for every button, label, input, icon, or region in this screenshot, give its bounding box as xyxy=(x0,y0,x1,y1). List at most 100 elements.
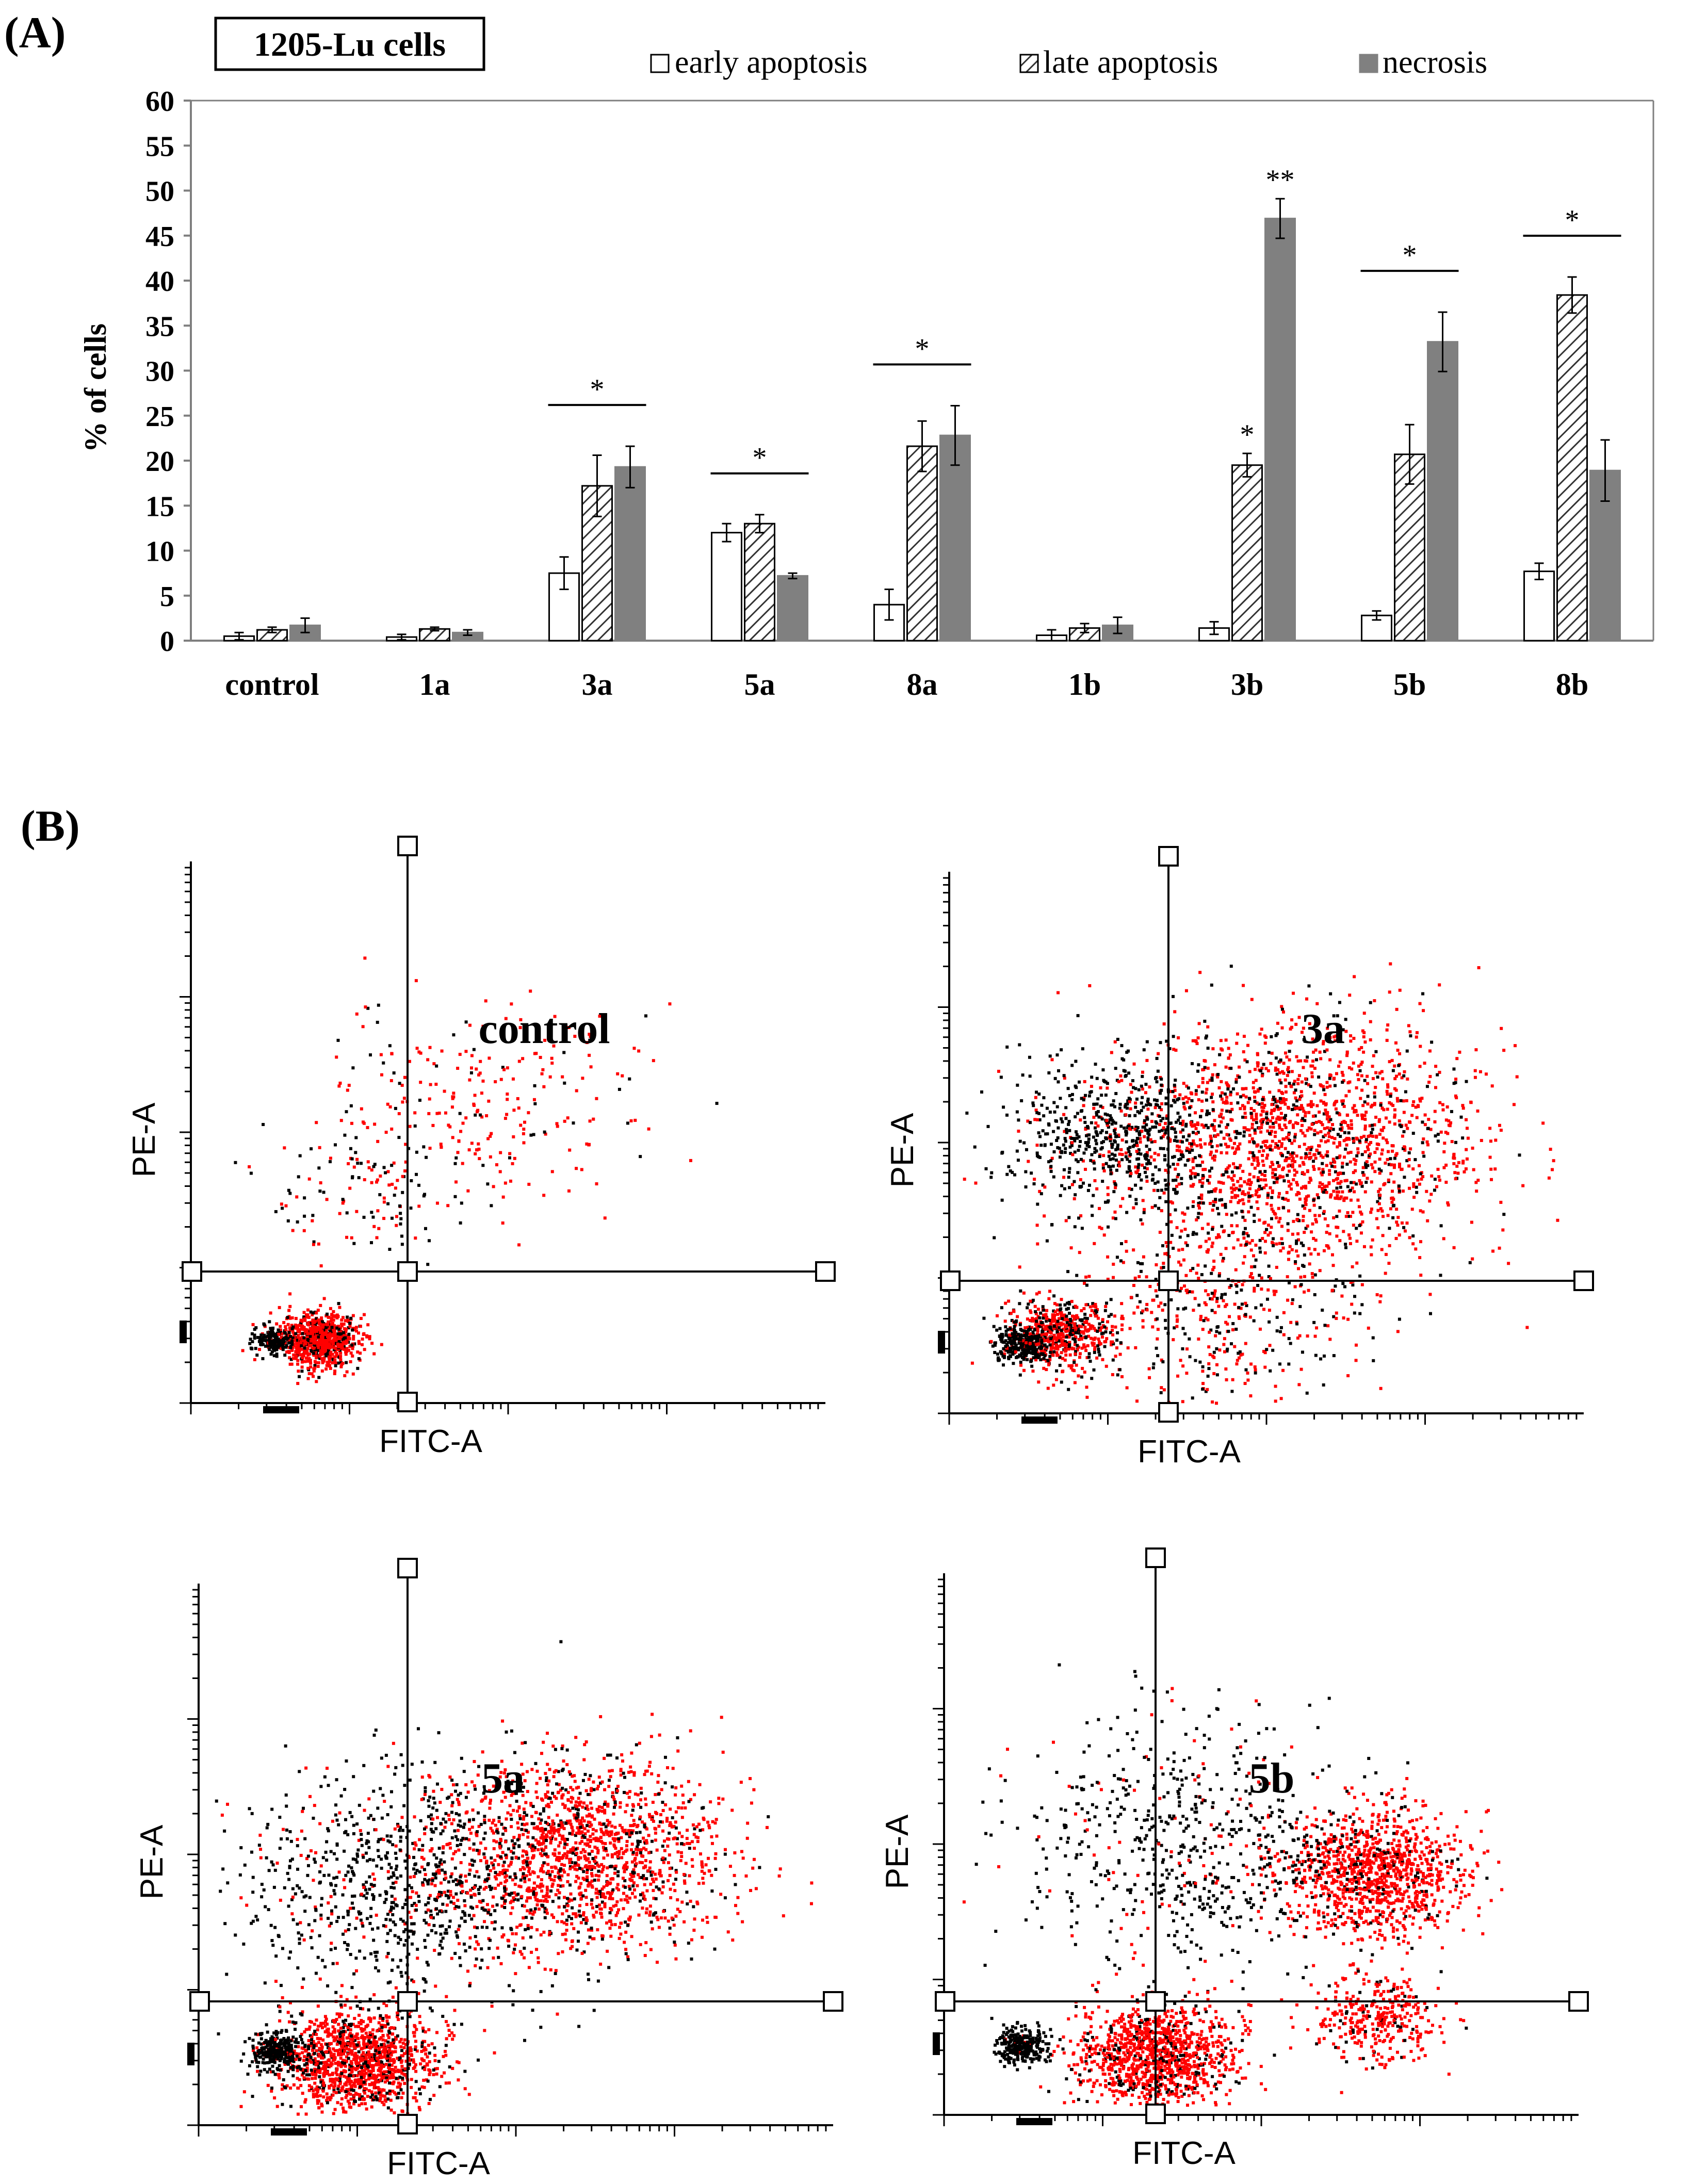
scatter-point xyxy=(299,1340,303,1344)
scatter-point xyxy=(1059,1303,1062,1307)
scatter-point xyxy=(326,1344,329,1347)
scatter-point xyxy=(1386,1141,1389,1145)
scatter-point xyxy=(1052,1326,1056,1330)
scatter-point xyxy=(572,1121,575,1125)
scatter-point xyxy=(1402,1074,1406,1078)
scatter-point xyxy=(1028,1055,1031,1059)
scatter-point xyxy=(1227,1145,1230,1148)
scatter-point xyxy=(1230,1213,1233,1217)
scatter-point xyxy=(309,1361,313,1365)
scatter-point xyxy=(1155,1080,1159,1084)
scatter-point xyxy=(1030,1364,1034,1368)
scatter-point xyxy=(1550,1168,1554,1171)
scatter-point xyxy=(1155,1056,1159,1060)
scatter-point xyxy=(1269,1125,1272,1129)
scatter-point xyxy=(1066,1346,1069,1350)
legend-label-early-apoptosis: early apoptosis xyxy=(675,45,868,80)
scatter-point xyxy=(342,1342,345,1345)
scatter-point xyxy=(290,1324,294,1327)
scatter-point xyxy=(1232,1142,1236,1145)
scatter-point xyxy=(1223,1092,1227,1096)
scatter-point xyxy=(1113,1040,1117,1044)
scatter-point xyxy=(1054,1336,1058,1340)
scatter-point xyxy=(317,1166,321,1170)
scatter-point xyxy=(1145,1162,1149,1166)
scatter-point xyxy=(1083,1080,1086,1083)
scatter-point xyxy=(566,1116,570,1120)
scatter-point xyxy=(1075,1306,1079,1309)
scatter-point xyxy=(1398,1162,1401,1166)
scatter-point xyxy=(295,1339,298,1342)
scatter-point xyxy=(1088,1359,1092,1363)
scatter-point xyxy=(1415,1031,1419,1034)
scatter-point xyxy=(1139,1186,1143,1190)
scatter-point xyxy=(1059,1311,1063,1315)
scatter-point xyxy=(1439,1130,1443,1134)
scatter-point xyxy=(1067,1364,1071,1367)
scatter-point xyxy=(1352,1037,1356,1040)
scatter-point xyxy=(1045,1332,1048,1336)
scatter-point xyxy=(1198,971,1202,974)
scatter-point xyxy=(1328,1058,1332,1062)
scatter-point xyxy=(1418,1002,1422,1005)
scatter-point xyxy=(1093,1126,1097,1130)
scatter-point xyxy=(1330,1253,1334,1257)
scatter-point xyxy=(1305,1155,1308,1159)
scatter-point xyxy=(1051,1338,1054,1342)
scatter-point xyxy=(1060,1321,1063,1325)
scatter-point xyxy=(1398,1189,1401,1193)
scatter-point xyxy=(1369,1152,1372,1156)
scatter-point xyxy=(1200,1123,1204,1127)
scatter-point xyxy=(283,1331,286,1334)
scatter-point xyxy=(1248,1172,1252,1176)
scatter-point xyxy=(1096,1344,1099,1348)
scatter-point xyxy=(1071,1337,1075,1341)
scatter-point xyxy=(1336,1181,1340,1185)
scatter-point xyxy=(1373,999,1376,1002)
axis-marker xyxy=(263,1406,299,1413)
scatter-point xyxy=(1334,1196,1337,1200)
scatter-point xyxy=(1219,1143,1223,1147)
scatter-point xyxy=(1280,1237,1283,1241)
scatter-point xyxy=(1159,1075,1162,1079)
y-axis-label: % of cells xyxy=(78,323,112,452)
scatter-point xyxy=(1064,1353,1068,1357)
scatter-point xyxy=(1023,1326,1027,1330)
scatter-point xyxy=(1087,1352,1091,1356)
scatter-point xyxy=(1283,1159,1287,1163)
scatter-point xyxy=(1054,1342,1058,1345)
scatter-point xyxy=(1442,1150,1446,1153)
scatter-point xyxy=(312,1335,315,1339)
scatter-point xyxy=(1454,1094,1457,1098)
scatter-point xyxy=(1157,1052,1160,1055)
scatter-point xyxy=(1074,1130,1078,1134)
scatter-point xyxy=(1474,1181,1478,1184)
scatter-point xyxy=(1407,1024,1410,1028)
scatter-point xyxy=(340,1322,344,1326)
scatter-point xyxy=(1317,1196,1320,1199)
scatter-point xyxy=(522,1132,525,1135)
scatter-point xyxy=(1013,1333,1016,1337)
scatter-point xyxy=(1381,1077,1385,1081)
scatter-point xyxy=(1359,1063,1363,1066)
scatter-point xyxy=(589,1065,593,1069)
scatter-point xyxy=(1048,1343,1052,1347)
scatter-point xyxy=(1071,1330,1075,1334)
scatter-point xyxy=(1078,1145,1081,1148)
scatter-point xyxy=(1310,1122,1314,1126)
scatter-point xyxy=(315,1311,318,1315)
scatter-point xyxy=(306,1313,310,1317)
scatter-point xyxy=(1045,1106,1049,1110)
scatter-point xyxy=(1063,1076,1066,1080)
scatter-point xyxy=(1291,1165,1294,1168)
scatter-point xyxy=(1173,1155,1176,1159)
scatter-point xyxy=(1013,1342,1017,1345)
scatter-point xyxy=(1204,1240,1208,1243)
scatter-point xyxy=(1097,1350,1101,1354)
scatter-point xyxy=(399,1212,402,1215)
scatter-point xyxy=(519,1018,523,1021)
scatter-point xyxy=(1069,1332,1072,1336)
scatter-point xyxy=(1060,1184,1064,1187)
scatter-point xyxy=(1407,1151,1411,1154)
scatter-point xyxy=(1521,1184,1525,1187)
